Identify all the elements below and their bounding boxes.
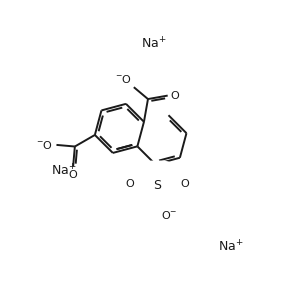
Text: O: O <box>180 179 189 189</box>
Text: Na$^{+}$: Na$^{+}$ <box>51 163 76 179</box>
Text: Na$^{+}$: Na$^{+}$ <box>217 239 243 254</box>
Text: Na$^{+}$: Na$^{+}$ <box>141 36 166 52</box>
Text: O$^{-}$: O$^{-}$ <box>160 209 177 221</box>
Text: O: O <box>171 91 179 101</box>
Text: O: O <box>126 179 134 189</box>
Text: $^{-}$O: $^{-}$O <box>36 139 53 151</box>
Text: O: O <box>69 170 77 180</box>
Text: S: S <box>153 179 161 192</box>
Text: $^{-}$O: $^{-}$O <box>115 73 132 85</box>
